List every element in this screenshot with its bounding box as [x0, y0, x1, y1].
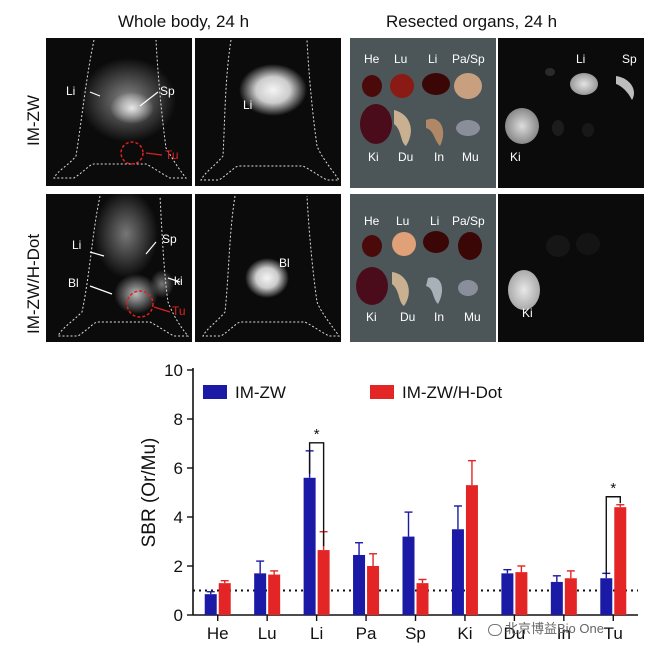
- bar-im-zw-lu: [254, 573, 267, 615]
- label-bl: Bl: [279, 256, 290, 270]
- bar-im-zw-pa: [353, 554, 366, 615]
- row-label-im-zw: IM-ZW: [24, 95, 43, 146]
- bar-im-zw-sp: [402, 536, 415, 615]
- significance-bracket: [308, 442, 325, 547]
- organ-label-in: In: [434, 310, 445, 324]
- x-tick-label: In: [557, 624, 571, 643]
- bar-im-zw-li: [303, 477, 316, 615]
- organ-label-mu: Mu: [464, 310, 481, 324]
- organ-fluorescence-1: [505, 68, 635, 144]
- row-label-im-zw-hdot: IM-ZW/H-Dot: [24, 233, 43, 334]
- x-tick-label: Lu: [258, 624, 277, 643]
- y-tick-label: 0: [174, 606, 183, 625]
- organ-label-ki: Ki: [366, 310, 377, 324]
- y-axis-title: SBR (Or/Mu): [139, 438, 160, 548]
- mouse-image-c: [57, 194, 190, 337]
- organ-photo-panel-1: He Lu Li Pa/Sp Ki Du In Mu: [350, 38, 496, 188]
- mouse-image-a: [53, 39, 188, 179]
- label-sp: Sp: [162, 232, 177, 246]
- x-tick-label: Pa: [356, 624, 377, 643]
- bar-im-zw-hdot-pa: [367, 566, 380, 615]
- y-tick-label: 8: [174, 410, 183, 429]
- x-tick-label: Li: [310, 624, 323, 643]
- label-sp: Sp: [160, 84, 175, 98]
- x-tick-label: He: [207, 624, 229, 643]
- bar-im-zw-hdot-he: [218, 583, 231, 615]
- bar-im-zw-hdot-sp: [416, 583, 429, 615]
- x-tick-label: Sp: [405, 624, 426, 643]
- bar-im-zw-in: [550, 581, 563, 615]
- organ-label-he: He: [364, 52, 380, 66]
- fluor-label-ki: Ki: [510, 150, 521, 164]
- bar-im-zw-hdot-lu: [268, 574, 281, 615]
- legend-label-im-zw-hdot: IM-ZW/H-Dot: [402, 383, 502, 402]
- organ-label-he: He: [364, 214, 380, 228]
- y-tick-label: 2: [174, 557, 183, 576]
- fluor-label-sp: Sp: [622, 52, 637, 66]
- chart-svg: 0 2 4 6 8 10 SBR (Or/Mu) He Lu Li Pa Sp Ki Du In Tu * * IM…: [139, 361, 638, 643]
- whole-body-im-zw-panel-2: Li: [195, 38, 341, 186]
- whole-body-hdot-panel-2: Bl: [195, 194, 341, 342]
- organ-label-pa-sp: Pa/Sp: [452, 214, 485, 228]
- label-bl: Bl: [68, 276, 79, 290]
- whole-body-hdot-panel-1: Li Sp Bl ki Tu: [46, 194, 192, 342]
- y-tick-label: 10: [164, 361, 183, 380]
- bar-im-zw-hdot-li: [317, 550, 330, 615]
- bar-im-zw-ki: [451, 529, 464, 615]
- label-tu: Tu: [165, 148, 179, 162]
- organ-label-du: Du: [398, 150, 414, 164]
- whole-body-title: Whole body, 24 h: [118, 12, 250, 31]
- resected-organs-title: Resected organs, 24 h: [386, 12, 558, 31]
- organ-fluorescence-panel-1: Li Sp Ki: [498, 38, 644, 188]
- significance-bracket: [605, 496, 621, 575]
- bar-im-zw-hdot-du: [515, 572, 528, 615]
- label-tu: Tu: [172, 304, 186, 318]
- fluor-label-ki: Ki: [522, 306, 533, 320]
- watermark: 北京博益Bio One: [488, 618, 604, 637]
- legend-label-im-zw: IM-ZW: [235, 383, 286, 402]
- bar-im-zw-hdot-tu: [614, 507, 627, 615]
- wechat-icon: [488, 623, 502, 636]
- mouse-image-b: [200, 39, 340, 181]
- legend-swatch-im-zw: [203, 385, 227, 399]
- label-li: Li: [243, 98, 253, 112]
- bar-im-zw-tu: [600, 578, 613, 615]
- organ-label-in: In: [434, 150, 445, 164]
- organ-fluorescence-panel-2: Ki: [498, 194, 644, 342]
- bar-im-zw-hdot-in: [564, 578, 577, 615]
- organ-label-mu: Mu: [462, 150, 479, 164]
- bar-im-zw-he: [204, 594, 217, 615]
- y-tick-label: 6: [174, 459, 183, 478]
- legend-swatch-im-zw-hdot: [370, 385, 394, 399]
- organ-label-pa-sp: Pa/Sp: [452, 52, 485, 66]
- x-tick-label: Ki: [457, 624, 472, 643]
- mouse-image-d: [202, 195, 340, 337]
- y-tick-label: 4: [174, 508, 183, 527]
- organ-label-li: Li: [430, 214, 440, 228]
- whole-body-im-zw-panel-1: Li Sp Tu: [46, 38, 192, 186]
- organ-photo-2: [356, 231, 482, 306]
- organ-photo-1: [360, 73, 482, 146]
- significance-label: *: [610, 480, 616, 497]
- organ-label-lu: Lu: [396, 214, 410, 228]
- sbr-bar-chart: 0 2 4 6 8 10 SBR (Or/Mu) He Lu Li Pa Sp Ki Du In Tu * * IM…: [0, 352, 650, 654]
- organ-fluorescence-2: [508, 233, 600, 310]
- organ-label-li: Li: [428, 52, 438, 66]
- label-li: Li: [72, 238, 82, 252]
- fluor-label-li: Li: [576, 52, 586, 66]
- organ-label-ki: Ki: [368, 150, 379, 164]
- label-ki: ki: [174, 274, 183, 288]
- organ-label-lu: Lu: [394, 52, 408, 66]
- watermark-text: 北京博益Bio One: [505, 621, 604, 636]
- organ-label-du: Du: [400, 310, 416, 324]
- x-tick-label: Tu: [604, 624, 623, 643]
- x-tick-label: Du: [504, 624, 526, 643]
- bar-im-zw-hdot-ki: [465, 485, 478, 615]
- organ-photo-panel-2: He Lu Li Pa/Sp Ki Du In Mu: [350, 194, 496, 342]
- label-li: Li: [66, 84, 76, 98]
- significance-label: *: [314, 426, 320, 443]
- bar-im-zw-du: [501, 573, 514, 615]
